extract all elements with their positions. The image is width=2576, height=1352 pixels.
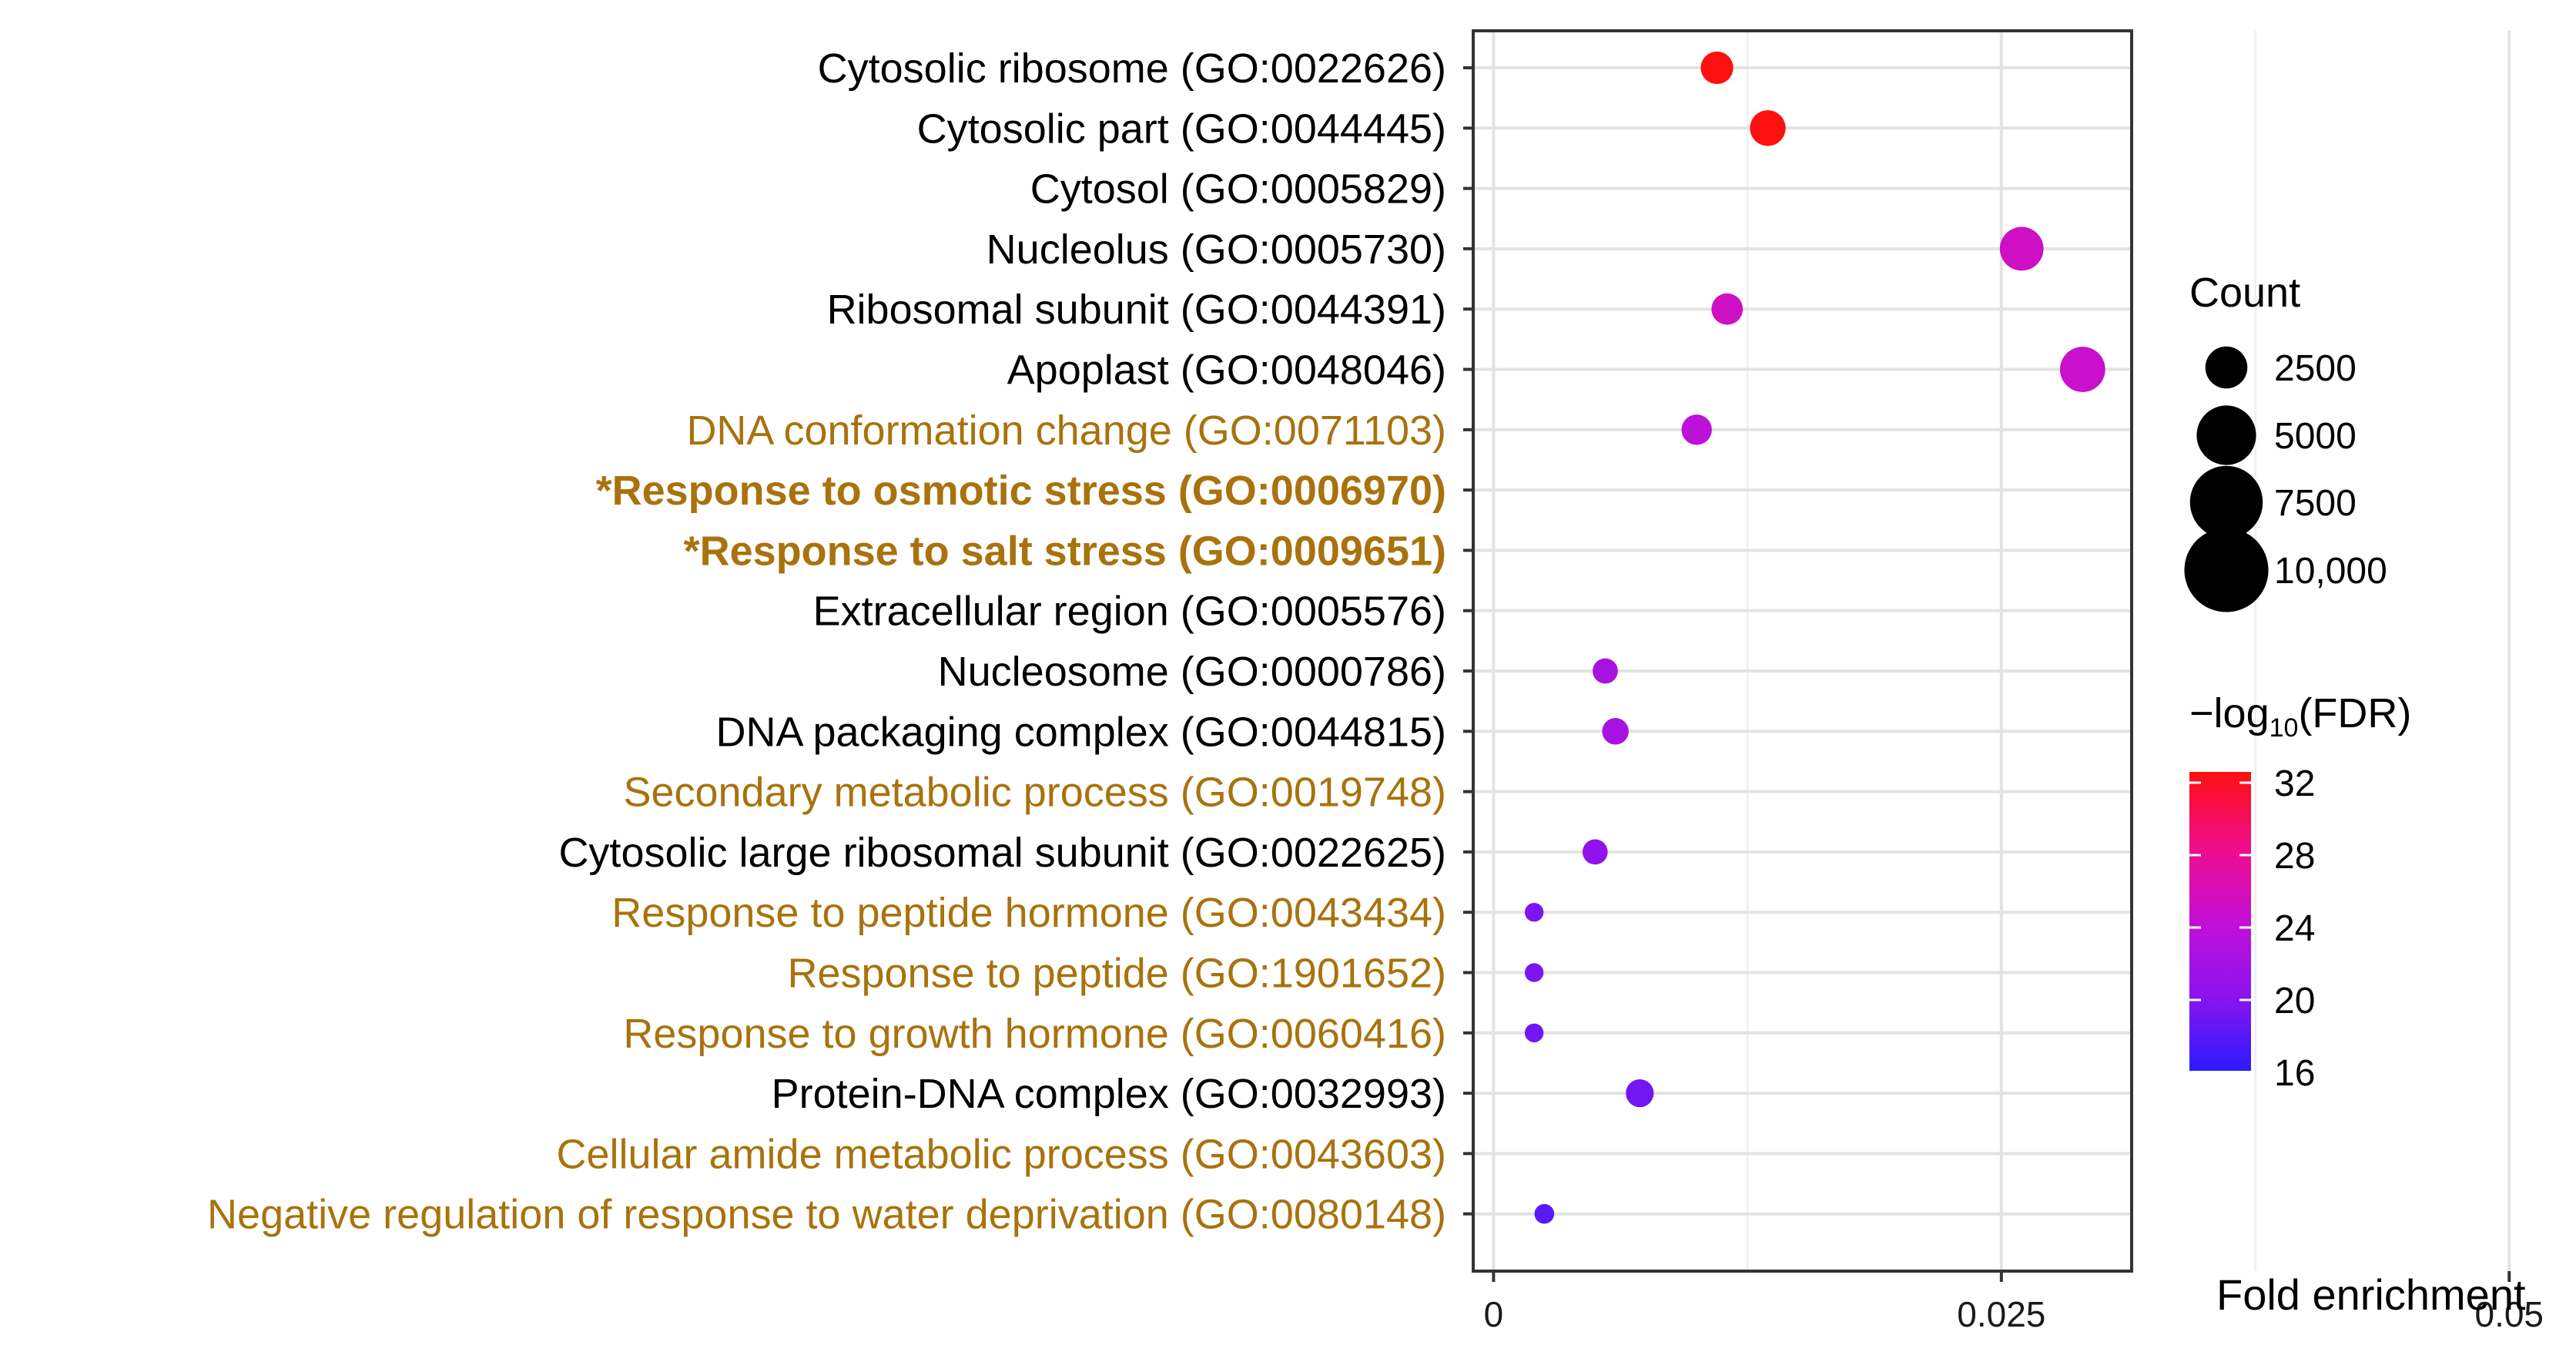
category-labels: Cytosolic ribosome (GO:0022626) Cytosolic… [207, 45, 1446, 1238]
size-legend-label: 2500 [2274, 348, 2357, 389]
data-point [1593, 658, 1618, 684]
category-label: Protein-DNA complex (GO:0032993) [772, 1071, 1446, 1117]
category-label: Cytosolic ribosome (GO:0022626) [818, 45, 1446, 92]
size-legend-label: 5000 [2274, 416, 2357, 457]
category-label: Cytosol (GO:0005829) [1030, 166, 1446, 213]
category-label: Response to peptide hormone (GO:0043434) [611, 890, 1446, 936]
color-legend-title-subscript: 10 [2269, 713, 2299, 743]
data-point [2059, 347, 2105, 392]
color-legend-bar [2189, 772, 2251, 1071]
size-legend-key [2184, 528, 2269, 612]
data-point [1602, 718, 1629, 745]
x-axis-title: Fold enrichment [2216, 1270, 2526, 1319]
color-legend-title-suffix: (FDR) [2298, 690, 2411, 736]
category-label: Ribosomal subunit (GO:0044391) [827, 287, 1446, 333]
data-point [1524, 963, 1544, 982]
data-point [1999, 226, 2044, 271]
size-legend-label: 7500 [2274, 483, 2357, 524]
color-legend-label: 24 [2274, 908, 2315, 949]
x-tick-label: 0.025 [1957, 1294, 2045, 1334]
panel-border [1472, 29, 2133, 1273]
category-label: Response to growth hormone (GO:0060416) [623, 1011, 1446, 1057]
category-label: DNA conformation change (GO:0071103) [686, 408, 1446, 454]
size-legend-key [2205, 346, 2248, 389]
category-label: Cellular amide metabolic process (GO:004… [556, 1131, 1446, 1177]
data-point [1750, 110, 1786, 146]
grid-lines [1473, 31, 2511, 1271]
color-legend-label: 16 [2274, 1053, 2315, 1094]
data-points [1524, 51, 2105, 1224]
y-axis-ticks [1463, 66, 1473, 1216]
data-point [1700, 51, 1734, 85]
category-label: Extracellular region (GO:0005576) [813, 589, 1446, 635]
size-legend-label: 10,000 [2274, 551, 2387, 592]
data-point [1582, 839, 1608, 865]
color-legend-label: 32 [2274, 763, 2315, 804]
category-label: *Response to osmotic stress (GO:0006970) [596, 468, 1446, 514]
color-legend: −log10(FDR) 32 28 24 20 16 [2189, 690, 2411, 1094]
data-point [1534, 1203, 1555, 1224]
category-label: Cytosolic part (GO:0044445) [917, 106, 1446, 152]
color-legend-title-prefix: −log [2189, 690, 2269, 736]
size-legend-key [2189, 465, 2263, 539]
category-label: Negative regulation of response to water… [207, 1192, 1446, 1238]
size-legend-title: Count [2189, 270, 2300, 316]
color-legend-title: −log10(FDR) [2189, 690, 2411, 743]
x-tick-label: 0 [1484, 1294, 1504, 1334]
category-label: Secondary metabolic process (GO:0019748) [623, 770, 1446, 816]
category-label: Response to peptide (GO:1901652) [787, 951, 1446, 997]
color-legend-label: 28 [2274, 836, 2315, 877]
category-label: DNA packaging complex (GO:0044815) [715, 709, 1446, 755]
x-tick-label: 0.05 [2474, 1294, 2544, 1334]
category-label: Nucleolus (GO:0005730) [987, 226, 1446, 273]
data-point [1681, 414, 1712, 445]
data-point [1524, 1023, 1544, 1043]
category-label: Nucleosome (GO:0000786) [938, 649, 1446, 695]
size-legend: Count 2500 5000 7500 10,000 [2184, 270, 2387, 612]
data-point [1626, 1079, 1654, 1108]
color-legend-label: 20 [2274, 981, 2315, 1022]
data-point [1524, 903, 1544, 922]
size-legend-key [2196, 405, 2256, 465]
category-label: *Response to salt stress (GO:0009651) [684, 528, 1446, 574]
category-label: Apoplast (GO:0048046) [1007, 347, 1446, 394]
panel-background [1473, 31, 2132, 1271]
category-label: Cytosolic large ribosomal subunit (GO:00… [558, 830, 1446, 876]
data-point [1711, 293, 1744, 325]
